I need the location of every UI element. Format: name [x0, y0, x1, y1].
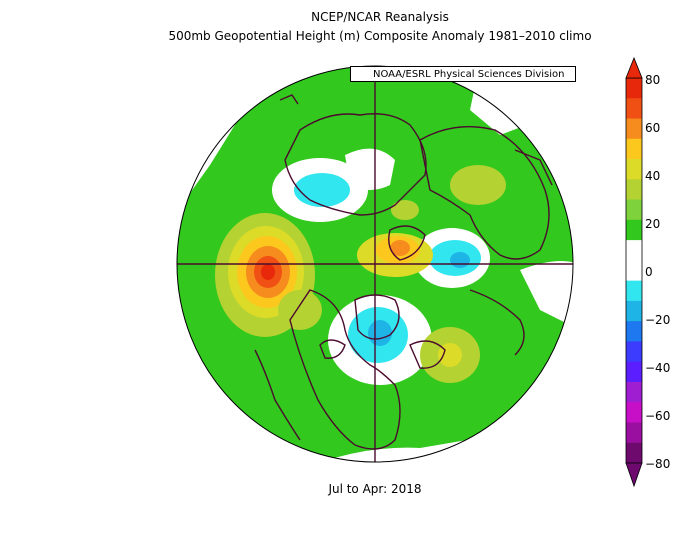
colorbar-cell [626, 260, 642, 282]
credit-label: NOAA/ESRL Physical Sciences Division [350, 66, 576, 82]
colorbar-cell [626, 402, 642, 423]
colorbar-cell [626, 240, 642, 261]
colorbar-cell [626, 341, 642, 363]
title-line-2: 500mb Geopotential Height (m) Composite … [168, 29, 592, 43]
colorbar-cell [626, 78, 642, 99]
colorbar-cell [626, 381, 642, 403]
colorbar-cell [626, 361, 642, 383]
ridge-west-coast [278, 290, 322, 330]
coastlines [254, 94, 553, 450]
ridge-arctic-core [390, 240, 410, 256]
zero-region-east [520, 261, 573, 330]
period-label: Jul to Apr: 2018 [328, 482, 422, 496]
colorbar-label-neg80: −80 [645, 457, 671, 471]
colorbar-label-0: 0 [645, 265, 653, 279]
colorbar-cell [626, 422, 642, 444]
colorbar-cell [626, 300, 642, 322]
ridge-pacific-80 [261, 264, 275, 280]
colorbar-cell [626, 321, 642, 342]
ridge-baffin [391, 200, 419, 220]
colorbar-label-60: 60 [645, 121, 661, 135]
colorbar-label-neg20: −20 [645, 313, 671, 327]
colorbar-cell [626, 442, 642, 464]
colorbar-label-neg40: −40 [645, 361, 671, 375]
ridge-east-asia [450, 165, 506, 205]
title-line-1: NCEP/NCAR Reanalysis [311, 10, 449, 24]
colorbar-top-arrow [625, 56, 643, 79]
colorbar-bottom-arrow [625, 462, 643, 488]
colorbar-cell [626, 219, 642, 241]
colorbar-cell [626, 280, 642, 302]
colorbar-cell [626, 199, 642, 221]
colorbar-cell [626, 138, 642, 160]
colorbar-label-40: 40 [645, 169, 661, 183]
colorbar-cell [626, 179, 642, 201]
colorbar-label-neg60: −60 [645, 409, 671, 423]
colorbar-cell [626, 159, 642, 180]
colorbar-label-80: 80 [645, 73, 661, 87]
colorbar-cell [626, 98, 642, 120]
colorbar-cell [626, 118, 642, 140]
colorbar-label-20: 20 [645, 217, 661, 231]
